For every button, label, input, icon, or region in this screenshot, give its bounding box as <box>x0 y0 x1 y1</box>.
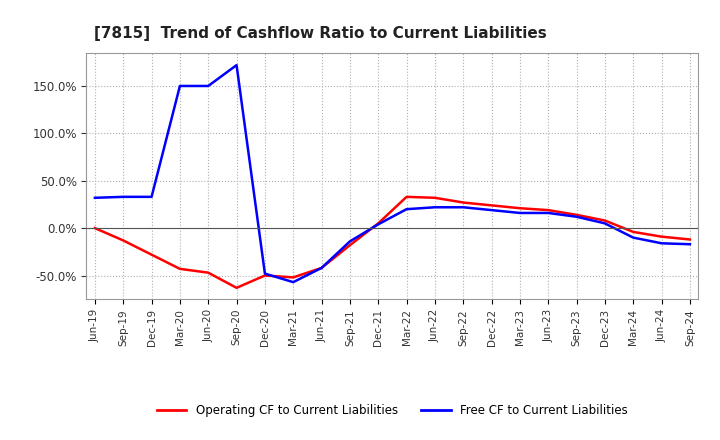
Free CF to Current Liabilities <box>487 208 496 213</box>
Free CF to Current Liabilities <box>261 271 269 276</box>
Free CF to Current Liabilities <box>91 195 99 201</box>
Operating CF to Current Liabilities <box>516 205 524 211</box>
Free CF to Current Liabilities <box>685 242 694 247</box>
Free CF to Current Liabilities <box>204 83 212 88</box>
Free CF to Current Liabilities <box>544 210 552 216</box>
Operating CF to Current Liabilities <box>318 265 326 271</box>
Free CF to Current Liabilities <box>119 194 127 199</box>
Operating CF to Current Liabilities <box>91 225 99 231</box>
Operating CF to Current Liabilities <box>629 229 637 235</box>
Free CF to Current Liabilities <box>516 210 524 216</box>
Operating CF to Current Liabilities <box>233 285 241 290</box>
Free CF to Current Liabilities <box>657 241 666 246</box>
Free CF to Current Liabilities <box>459 205 467 210</box>
Text: [7815]  Trend of Cashflow Ratio to Current Liabilities: [7815] Trend of Cashflow Ratio to Curren… <box>94 26 546 41</box>
Free CF to Current Liabilities <box>176 83 184 88</box>
Line: Free CF to Current Liabilities: Free CF to Current Liabilities <box>95 65 690 282</box>
Operating CF to Current Liabilities <box>402 194 411 199</box>
Operating CF to Current Liabilities <box>685 237 694 242</box>
Free CF to Current Liabilities <box>346 239 354 244</box>
Free CF to Current Liabilities <box>148 194 156 199</box>
Operating CF to Current Liabilities <box>572 212 581 217</box>
Operating CF to Current Liabilities <box>148 252 156 257</box>
Operating CF to Current Liabilities <box>431 195 439 201</box>
Legend: Operating CF to Current Liabilities, Free CF to Current Liabilities: Operating CF to Current Liabilities, Fre… <box>152 399 633 422</box>
Free CF to Current Liabilities <box>572 214 581 220</box>
Operating CF to Current Liabilities <box>119 238 127 243</box>
Operating CF to Current Liabilities <box>544 208 552 213</box>
Free CF to Current Liabilities <box>600 221 609 226</box>
Operating CF to Current Liabilities <box>176 266 184 271</box>
Line: Operating CF to Current Liabilities: Operating CF to Current Liabilities <box>95 197 690 288</box>
Free CF to Current Liabilities <box>629 235 637 240</box>
Operating CF to Current Liabilities <box>346 242 354 248</box>
Operating CF to Current Liabilities <box>204 270 212 275</box>
Operating CF to Current Liabilities <box>657 234 666 239</box>
Operating CF to Current Liabilities <box>487 203 496 208</box>
Free CF to Current Liabilities <box>431 205 439 210</box>
Free CF to Current Liabilities <box>318 265 326 271</box>
Operating CF to Current Liabilities <box>374 221 382 226</box>
Operating CF to Current Liabilities <box>261 273 269 278</box>
Operating CF to Current Liabilities <box>600 218 609 223</box>
Free CF to Current Liabilities <box>289 279 297 285</box>
Free CF to Current Liabilities <box>374 222 382 227</box>
Free CF to Current Liabilities <box>233 62 241 68</box>
Operating CF to Current Liabilities <box>459 200 467 205</box>
Operating CF to Current Liabilities <box>289 275 297 280</box>
Free CF to Current Liabilities <box>402 206 411 212</box>
